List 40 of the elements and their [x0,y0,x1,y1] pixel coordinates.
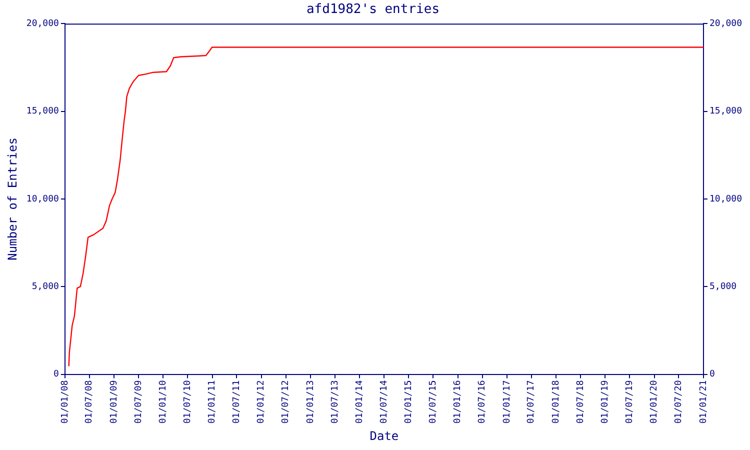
x-tick-label: 01/01/09 [109,380,120,424]
x-tick-label: 01/01/10 [158,380,169,424]
y2-tick-label: 15,000 [709,106,742,117]
x-tick-label: 01/07/09 [134,380,144,424]
x-tick-label: 01/07/18 [576,380,586,424]
y-tick-label: 0 [53,370,59,380]
x-tick-label: 01/01/12 [256,380,267,424]
y-tick-label: 15,000 [26,106,59,117]
x-tick-label: 01/01/19 [600,380,611,424]
y-tick-label: 5,000 [32,282,59,292]
x-tick-label: 01/07/20 [674,380,684,424]
y-tick-label: 20,000 [26,18,59,29]
x-tick-label: 01/01/16 [453,380,464,424]
y2-tick-label: 20,000 [709,18,742,29]
x-tick-label: 01/01/13 [306,380,316,424]
x-tick-label: 01/01/18 [551,380,562,424]
x-tick-label: 01/01/11 [208,380,218,424]
x-tick-label: 01/07/12 [281,380,292,424]
y2-tick-label: 0 [709,370,715,380]
x-tick-label: 01/07/17 [526,380,537,424]
x-tick-label: 01/01/15 [404,380,414,424]
x-tick-label: 01/07/10 [182,380,193,424]
x-tick-label: 01/07/15 [428,380,438,424]
y-axis-title: Number of Entries [5,138,20,260]
chart-title: afd1982's entries [306,2,440,18]
y2-tick-label: 10,000 [709,194,742,204]
x-tick-label: 01/01/14 [355,380,366,424]
x-tick-label: 01/07/19 [624,380,635,424]
x-tick-label: 01/01/17 [502,380,512,424]
x-tick-label: 01/01/08 [60,380,70,424]
x-tick-label: 01/07/08 [84,380,95,424]
x-axis-title: Date [370,428,399,443]
x-tick-label: 01/07/14 [379,380,390,424]
x-tick-label: 01/01/20 [650,380,660,424]
x-tick-label: 01/01/21 [698,380,709,424]
x-tick-label: 01/07/11 [232,380,242,424]
x-tick-label: 01/07/13 [330,380,340,424]
x-tick-label: 01/07/16 [478,380,488,424]
y-tick-label: 10,000 [26,194,59,204]
y2-tick-label: 5,000 [709,282,737,292]
